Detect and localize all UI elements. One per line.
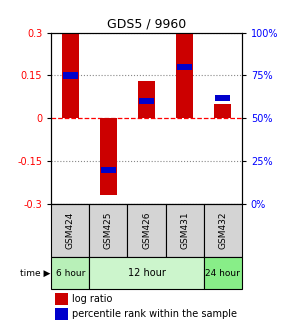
Bar [89,204,127,257]
Bar [139,98,154,104]
Bar [55,308,68,320]
Text: time ▶: time ▶ [20,269,50,278]
Bar [138,81,155,118]
Text: GSM424: GSM424 [66,212,75,249]
Bar [55,293,68,305]
Text: 6 hour: 6 hour [56,269,85,278]
Bar [51,204,89,257]
Text: GSM432: GSM432 [218,212,227,249]
Bar [127,204,166,257]
Bar [204,257,242,289]
Bar [63,72,78,78]
Bar [215,95,230,101]
Text: GSM426: GSM426 [142,212,151,249]
Bar [176,33,193,118]
Text: percentile rank within the sample: percentile rank within the sample [72,309,237,319]
Bar [101,166,116,173]
Bar [214,104,231,118]
Bar [62,33,79,118]
Text: 24 hour: 24 hour [205,269,240,278]
Text: 12 hour: 12 hour [127,268,166,278]
Bar [89,257,204,289]
Text: log ratio: log ratio [72,294,113,304]
Bar [51,257,89,289]
Bar [204,204,242,257]
Text: GSM431: GSM431 [180,212,189,249]
Bar [166,204,204,257]
Title: GDS5 / 9960: GDS5 / 9960 [107,17,186,30]
Bar [100,118,117,195]
Text: GSM425: GSM425 [104,212,113,249]
Bar [177,64,192,70]
